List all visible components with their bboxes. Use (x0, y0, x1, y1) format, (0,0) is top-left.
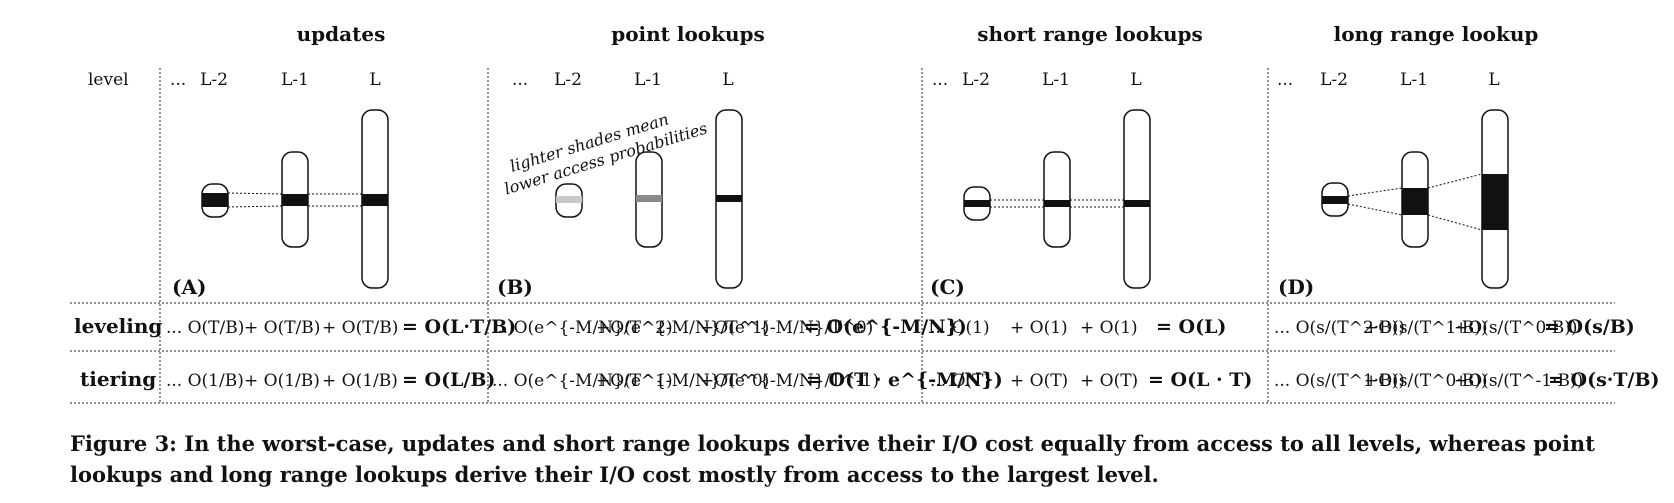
header-short-range-lookups: short range lookups (977, 22, 1203, 46)
tiering-b-term-1: ... O(e^{-M/N}/T^1) (492, 371, 673, 391)
panel-b-note: lighter shades mean lower access probabi… (502, 109, 710, 198)
leveling-d-term-2: +O(s/(T^1·B)) (1364, 318, 1487, 338)
header-point-lookups: point lookups (611, 22, 765, 46)
panel-c-level-l1: L-1 (1042, 70, 1070, 90)
tiering-d-term-1: ... O(s/(T^1·B)) (1274, 371, 1405, 391)
tiering-d-term-2: +O(s/(T^0·B)) (1364, 371, 1487, 391)
tiering-b-term-3: +O(e^{-M/N}/T^-1) (700, 371, 879, 391)
panel-c-access-l2 (964, 200, 990, 207)
tiering-c-term-1: ... O(T) (930, 371, 990, 391)
level-row-label: level (88, 70, 129, 90)
panel-b-access-l1 (636, 195, 662, 202)
panel-d-letter: (D) (1278, 275, 1314, 299)
panel-c: ... L-2 L-1 L (C) (930, 70, 1151, 299)
leveling-b-term-2: +O(e^{-M/N}/T^1) (596, 318, 769, 338)
panel-b-level-ellipsis: ... (512, 70, 528, 90)
tiering-c-term-3: + O(T) (1080, 371, 1138, 391)
leveling-a-term-2: + O(T/B) (244, 318, 320, 338)
leveling-a-term-1: ... O(T/B) (166, 318, 244, 338)
panel-d-access-l1 (1402, 188, 1428, 215)
tiering-a-term-2: + O(1/B) (244, 371, 320, 391)
panel-a-access-l (362, 194, 388, 206)
leveling-b-total: = O(e^{-M/N}) (804, 316, 967, 338)
panel-c-level-l: L (1130, 70, 1141, 90)
panel-a-access-l1 (282, 194, 308, 206)
tiering-a-term-3: + O(1/B) (322, 371, 398, 391)
tiering-b-total: = O(T · e^{-M/N}) (806, 369, 1003, 391)
header-long-range-lookup: long range lookup (1334, 22, 1539, 46)
leveling-b-term-1: ... O(e^{-M/N}/T^2) (492, 318, 673, 338)
tiering-c-total: = O(L · T) (1148, 369, 1252, 391)
leveling-a-term-3: + O(T/B) (322, 318, 398, 338)
panel-a-level-l2: L-2 (200, 70, 228, 90)
panel-b: ... L-2 L-1 L lighter shades mean lower … (497, 70, 743, 299)
row-label-leveling: leveling (74, 314, 162, 338)
tiering-row: ... O(1/B) + O(1/B) + O(1/B) = O(L/B) ..… (166, 369, 1660, 391)
leveling-c-total: = O(L) (1156, 316, 1226, 338)
leveling-a-total: = O(L·T/B) (402, 316, 516, 338)
panel-a-letter: (A) (172, 275, 206, 299)
tiering-a-total: = O(L/B) (402, 369, 495, 391)
panel-c-run-l (1123, 109, 1151, 289)
panel-a-access-l2 (202, 193, 228, 207)
panel-d-access-l2 (1322, 196, 1348, 204)
panel-a-projection-lines (227, 192, 362, 208)
panel-d-level-l2: L-2 (1320, 70, 1348, 90)
panel-d-level-l: L (1488, 70, 1499, 90)
panel-a: ... L-2 L-1 L (A) (170, 70, 389, 299)
panel-c-level-l2: L-2 (962, 70, 990, 90)
panel-b-level-l: L (722, 70, 733, 90)
header-updates: updates (297, 22, 386, 46)
panel-d-level-l1: L-1 (1400, 70, 1428, 90)
tiering-b-term-2: +O(e^{-M/N}/T^0) (596, 371, 769, 391)
panel-c-level-ellipsis: ... (932, 70, 948, 90)
leveling-c-term-1: ... O(1) (930, 318, 990, 338)
tiering-d-term-3: +O(s/(T^-1·B)) (1454, 371, 1583, 391)
leveling-c-term-2: + O(1) (1010, 318, 1068, 338)
leveling-d-term-3: +O(s/(T^0·B)) (1454, 318, 1577, 338)
leveling-b-term-3: +O(e^{-M/N}/T^0) (700, 318, 873, 338)
panel-a-level-ellipsis: ... (170, 70, 186, 90)
panel-d: ... L-2 L-1 L (D) (1277, 70, 1509, 299)
leveling-row: ... O(T/B) + O(T/B) + O(T/B) = O(L·T/B) … (166, 316, 1635, 338)
panel-b-level-l2: L-2 (554, 70, 582, 90)
panel-c-letter: (C) (930, 275, 965, 299)
panel-dividers (159, 68, 1269, 403)
panel-a-level-l: L (369, 70, 380, 90)
figure-caption: Figure 3: In the worst-case, updates and… (70, 431, 1595, 487)
row-label-tiering: tiering (80, 367, 156, 391)
panel-d-level-ellipsis: ... (1277, 70, 1293, 90)
row-dividers (70, 302, 1615, 404)
panel-a-level-l1: L-1 (281, 70, 309, 90)
tiering-d-total: = O(s·T/B) (1548, 369, 1660, 391)
tiering-c-term-2: + O(T) (1010, 371, 1068, 391)
panel-d-projection-lines (1347, 173, 1483, 231)
tiering-a-term-1: ... O(1/B) (166, 371, 244, 391)
panel-b-level-l1: L-1 (634, 70, 662, 90)
panel-c-projection-lines (990, 199, 1124, 208)
panel-c-access-l (1124, 200, 1150, 207)
leveling-d-total: = O(s/B) (1544, 316, 1635, 338)
leveling-d-term-1: ... O(s/(T^2·B)) (1274, 318, 1405, 338)
panel-b-letter: (B) (497, 275, 533, 299)
panel-b-access-l2 (556, 196, 582, 203)
panel-c-run-l1 (1043, 151, 1071, 248)
panel-d-access-l (1482, 174, 1508, 230)
leveling-c-term-3: + O(1) (1080, 318, 1138, 338)
panel-c-access-l1 (1044, 200, 1070, 207)
panel-b-access-l (716, 195, 742, 202)
